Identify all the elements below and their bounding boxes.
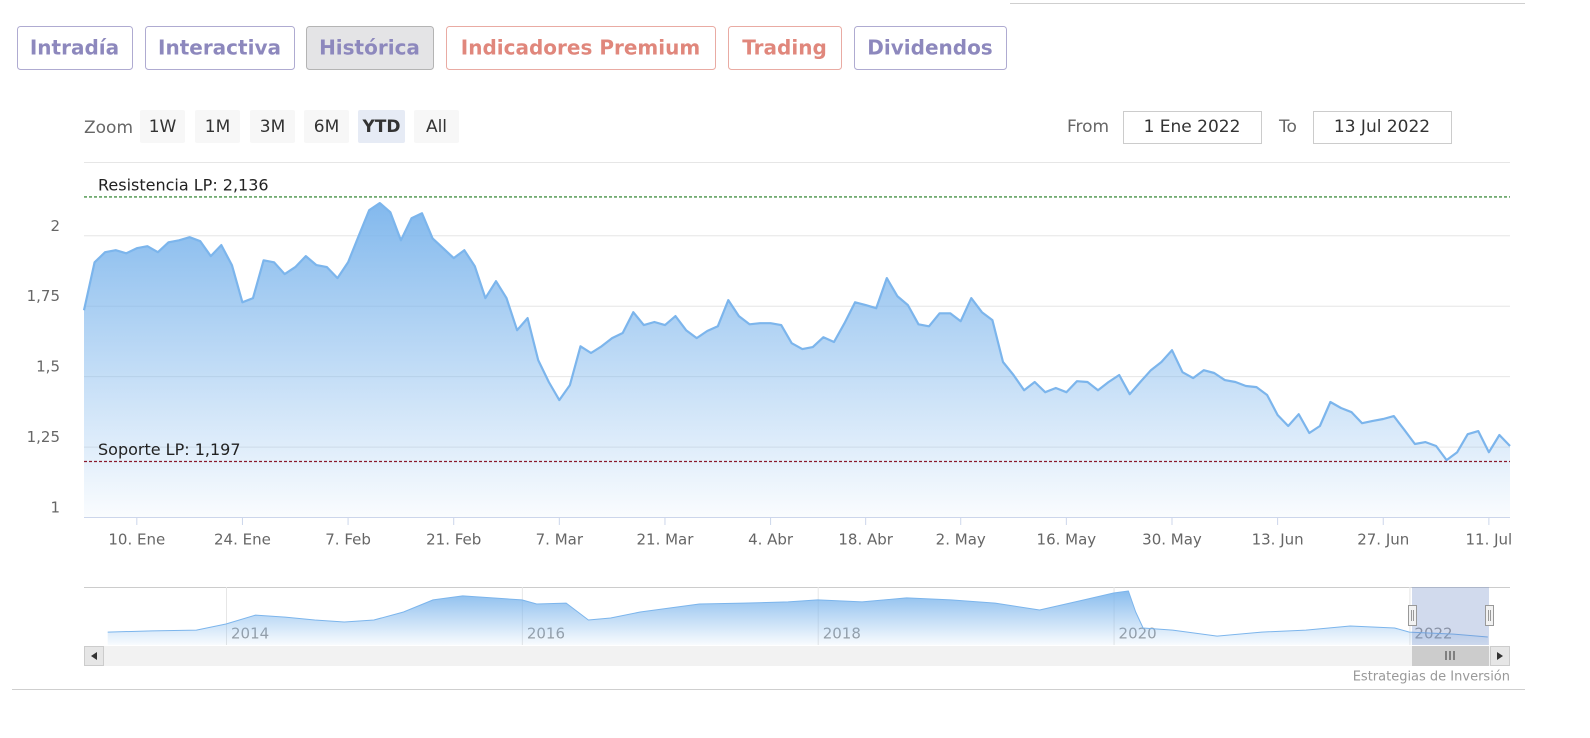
from-label: From (1067, 117, 1109, 137)
arrow-right (1497, 652, 1503, 660)
plot-line-label: Resistencia LP: 2,136 (98, 175, 269, 194)
tab[interactable] (728, 26, 842, 70)
x-tick-label: 30. May (1142, 531, 1202, 549)
area-fill (84, 203, 1510, 517)
zoom-button[interactable] (304, 110, 349, 143)
y-tick-label: 2 (50, 217, 60, 235)
zoom-button-label: 6M (314, 117, 339, 137)
x-tick-label: 16. May (1037, 531, 1097, 549)
tab-label: Intradía (30, 36, 119, 60)
y-tick-label: 1 (50, 499, 60, 517)
tab-label: Dividendos (867, 36, 992, 60)
zoom-button-label: YTD (361, 117, 400, 137)
from-input[interactable] (1123, 111, 1262, 144)
zoom-button-label: All (426, 117, 447, 137)
arrow-left (91, 652, 97, 660)
tab[interactable] (145, 26, 295, 70)
tab-label: Trading (742, 36, 827, 60)
tab[interactable] (17, 26, 133, 70)
zoom-button-label: 3M (260, 117, 285, 137)
y-tick-label: 1,25 (27, 428, 60, 446)
plot-line-label: Soporte LP: 1,197 (98, 440, 241, 459)
price-line (82, 202, 1511, 462)
zoom-button-label: 1W (149, 117, 177, 137)
zoom-button[interactable] (250, 110, 295, 143)
tab[interactable] (306, 26, 434, 70)
x-tick-label: 11. Jul (1466, 531, 1513, 549)
zoom-button[interactable] (195, 110, 240, 143)
x-tick-label: 21. Feb (426, 531, 481, 549)
zoom-button[interactable] (358, 110, 405, 143)
x-tick-label: 7. Mar (536, 531, 584, 549)
price-line (107, 590, 1488, 638)
to-value: 13 Jul 2022 (1334, 117, 1430, 137)
to-input[interactable] (1313, 111, 1452, 144)
area-fill (107, 591, 1488, 645)
navigator-handle[interactable] (1485, 605, 1494, 626)
navigator-selection (1412, 587, 1489, 645)
x-tick-label: 4. Abr (748, 531, 794, 549)
scrollbar-track (84, 646, 1510, 666)
zoom-label: Zoom (84, 118, 133, 138)
to-label: To (1278, 117, 1297, 137)
tab[interactable] (854, 26, 1007, 70)
y-tick-label: 1,75 (27, 287, 60, 305)
x-tick-label: 24. Ene (214, 531, 271, 549)
tab-label: Histórica (319, 36, 420, 60)
from-value: 1 Ene 2022 (1144, 117, 1241, 137)
x-tick-label: 13. Jun (1252, 531, 1304, 549)
credit: Estrategias de Inversión (1353, 670, 1510, 685)
x-tick-label: 21. Mar (636, 531, 694, 549)
zoom-button-label: 1M (205, 117, 230, 137)
tab[interactable] (446, 26, 716, 70)
y-tick-label: 1,5 (36, 358, 60, 376)
x-tick-label: 2. May (936, 531, 986, 549)
tab-label: Interactiva (158, 36, 281, 60)
zoom-button[interactable] (140, 110, 185, 143)
navigator-handle[interactable] (1408, 605, 1417, 626)
x-tick-label: 18. Abr (838, 531, 893, 549)
x-tick-label: 10. Ene (108, 531, 165, 549)
tab-label: Indicadores Premium (461, 36, 700, 60)
x-tick-label: 7. Feb (325, 531, 371, 549)
x-tick-label: 27. Jun (1357, 531, 1409, 549)
zoom-button[interactable] (414, 110, 459, 143)
